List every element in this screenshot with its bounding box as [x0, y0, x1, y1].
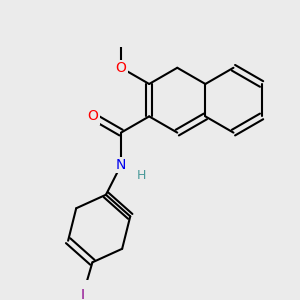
Text: H: H: [136, 169, 146, 182]
Text: N: N: [116, 158, 126, 172]
Text: O: O: [116, 28, 127, 42]
Text: O: O: [88, 110, 98, 123]
Text: O: O: [116, 61, 127, 75]
Text: I: I: [81, 288, 85, 300]
